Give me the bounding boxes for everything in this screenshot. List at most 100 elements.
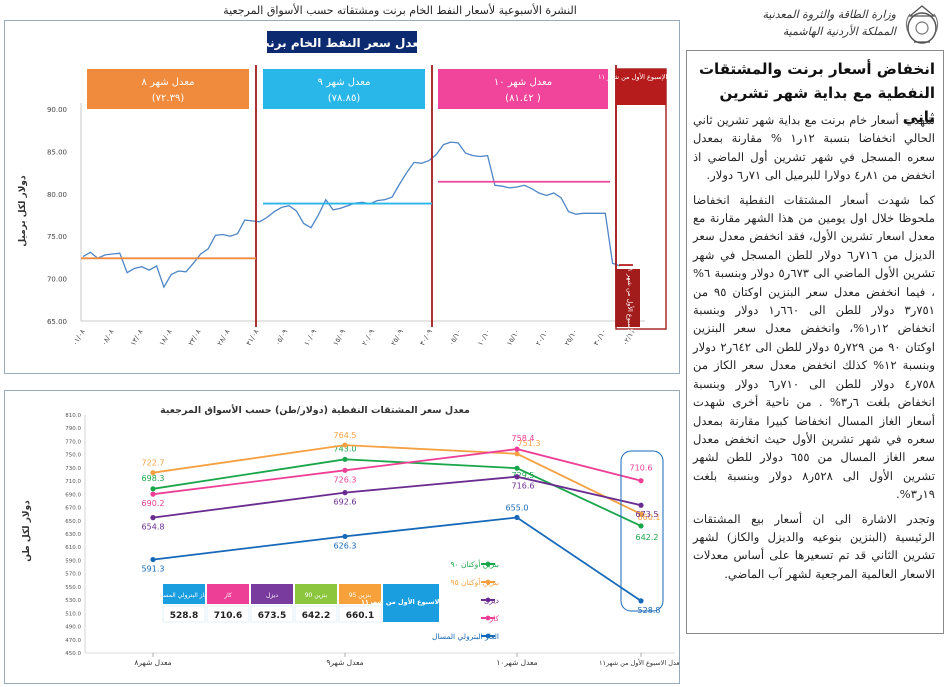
x-tick-label: ٣٠/٠٩ [418, 328, 434, 347]
data-label: 729.5 [512, 471, 535, 480]
period-average-label: معدل الإسبوع الأول من شهر ١١ [598, 72, 679, 81]
y-tick-label: 550.0 [65, 585, 81, 591]
chart-title-box [267, 31, 417, 53]
data-label: 758.4 [512, 434, 535, 443]
data-label: 673.5 [636, 510, 659, 519]
series-line [152, 516, 642, 602]
x-tick-label: ٢٠/١٠ [534, 328, 550, 347]
table-value-cell [250, 605, 294, 623]
legend-label: ديزل [484, 596, 499, 605]
crest-icon [905, 5, 939, 44]
table-value-cell [338, 605, 382, 623]
table-header-cell [295, 584, 337, 604]
series-point [638, 478, 644, 484]
table-row-label: معدل الاسبوع الأول من شهر١١ [361, 597, 461, 606]
series-point [514, 514, 520, 521]
series-point [514, 474, 520, 480]
y-tick-label: 90.00 [47, 106, 67, 114]
legend-label: بنزين أوكتان ٩٥ [451, 577, 499, 587]
data-label: 743.0 [334, 444, 357, 453]
x-tick-label: ١٠/١٠ [476, 328, 492, 347]
data-label: 660.1 [638, 513, 661, 522]
ministry-logo: وزارة الطاقة والثروة المعدنية المملكة ال… [760, 2, 948, 46]
legend-marker [485, 579, 491, 585]
y-tick-label: 790.0 [65, 426, 81, 432]
data-label: 710.6 [630, 464, 653, 473]
y-tick-label: 530.0 [65, 598, 81, 604]
series-point [342, 533, 348, 540]
table-value: 528.8 [170, 611, 198, 621]
data-label: 722.7 [142, 459, 165, 468]
y-tick-label: 590.0 [65, 558, 81, 564]
period-average-label: معدل شهر ١٠ [494, 77, 552, 88]
table-header-cell [163, 584, 205, 604]
y-tick-label: 670.0 [65, 506, 81, 512]
y-tick-label: 470.0 [65, 638, 81, 644]
y-tick-label: 75.00 [47, 233, 67, 241]
series-point [150, 491, 156, 497]
data-label: 751.3 [518, 439, 541, 448]
legend-label: بنزين أوكتان ٩٠ [451, 559, 499, 569]
x-tick-label: ٢٥/٠٩ [390, 328, 406, 347]
series-point [150, 556, 156, 563]
x-tick-label: ١٥/٠٩ [332, 328, 348, 347]
week-values-outline [620, 450, 664, 612]
series-point [150, 486, 156, 492]
x-tick-label: معدل شهر٩ [326, 658, 363, 667]
legend-marker [485, 597, 491, 603]
y-tick-label: 690.0 [65, 492, 81, 498]
series-point [342, 467, 348, 473]
series-point [342, 490, 348, 496]
series-point [514, 465, 520, 471]
products-chart: معدل سعر المشتقات النفطية (دولار/طن) حسب… [22, 404, 683, 667]
y-tick-label: 490.0 [65, 625, 81, 631]
series-point [150, 470, 156, 476]
period-average-box [616, 69, 666, 105]
series-point [514, 451, 520, 457]
period-average-value: ( ٨١.٤٢) [505, 93, 541, 104]
data-label: 528.8 [638, 606, 661, 615]
table-header-label: الغاز البترولي المسال [157, 592, 211, 599]
y-tick-label: 85.00 [47, 148, 67, 156]
y-tick-label: 730.0 [65, 466, 81, 472]
x-tick-label: معدل شهر٨ [134, 658, 171, 667]
x-tick-label: معدل شهر١٠ [496, 658, 537, 667]
series-point [638, 598, 644, 604]
legend-label: كاز [489, 614, 500, 623]
period-average-box [263, 69, 425, 109]
x-tick-label: ٠٨/٠٨ [100, 328, 116, 347]
legend-marker [485, 561, 491, 567]
article-headline: انخفاض أسعار برنت والمشتقات النفطية مع ب… [698, 60, 935, 126]
table-value: 673.5 [258, 611, 286, 621]
period-average-label: معدل شهر ٩ [318, 77, 371, 88]
week-annotation-label: معدل الاسبوع الأول من شهر ١١ (٧١.٦) [626, 245, 635, 351]
article-paragraph: كما شهدت أسعار المشتقات النفطية انخفاضا … [693, 192, 935, 502]
x-tick-label: ٢٨/٠٨ [216, 328, 232, 347]
y-tick-label: 810.0 [65, 413, 81, 419]
y-tick-label: 770.0 [65, 439, 81, 445]
y-tick-label: 80.00 [47, 191, 67, 199]
table-header-cell [207, 584, 249, 604]
series-point [342, 456, 348, 462]
table-header-label: بنزين 90 [305, 592, 328, 599]
x-tick-label: معدل الاسبوع الأول من شهر١١ [599, 658, 679, 667]
table-header-label: ديزل [266, 592, 278, 599]
data-label: 690.2 [142, 499, 165, 508]
table-row-header [383, 584, 439, 622]
x-tick-label: ١٣/٠٨ [129, 328, 145, 347]
x-tick-label: ٣٠/١٠ [592, 328, 608, 347]
x-tick-label: ٢٣/٠٨ [187, 328, 203, 347]
legend-marker [485, 633, 491, 639]
y-tick-label: 70.00 [47, 276, 67, 284]
logo-line-2: المملكة الأردنية الهاشمية [782, 25, 896, 38]
series-point [342, 442, 348, 448]
x-tick-label: ٠٥/٠٩ [274, 328, 290, 347]
y-tick-label: 750.0 [65, 453, 81, 459]
data-label: 698.3 [142, 474, 165, 483]
brent-chart: معدل سعر النفط الخام برنت 65.00 70.00 75.00… [18, 31, 684, 351]
series-line [152, 458, 642, 527]
data-label: 626.3 [334, 541, 357, 550]
x-tick-label: ٢٥/١٠ [563, 328, 579, 347]
table-header-cell [251, 584, 293, 604]
chart-title: معدل سعر النفط الخام برنت [257, 36, 426, 51]
